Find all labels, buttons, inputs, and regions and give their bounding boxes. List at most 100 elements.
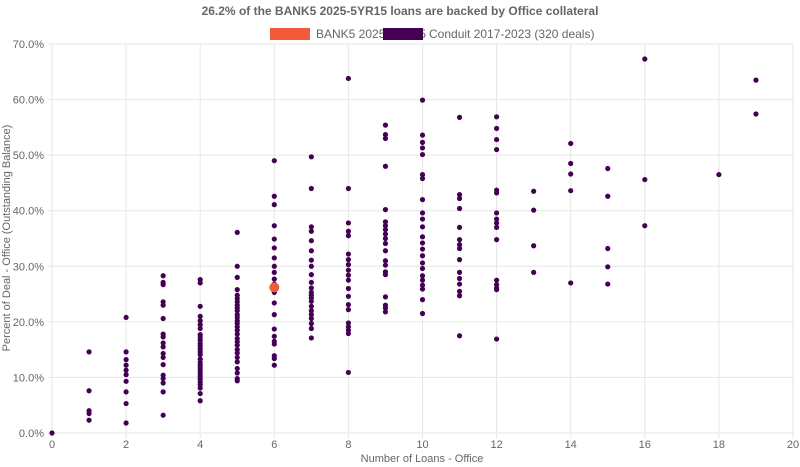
conduit-point[interactable] (345, 220, 351, 226)
conduit-point[interactable] (123, 372, 129, 378)
conduit-point[interactable] (308, 320, 314, 327)
conduit-point[interactable] (382, 248, 389, 254)
conduit-point[interactable] (456, 237, 463, 243)
conduit-point[interactable] (419, 210, 426, 216)
conduit-point[interactable] (123, 420, 129, 426)
conduit-point[interactable] (271, 312, 277, 318)
conduit-point[interactable] (308, 315, 314, 322)
conduit-point[interactable] (419, 151, 426, 158)
conduit-point[interactable] (197, 313, 203, 319)
conduit-point[interactable] (419, 171, 426, 178)
conduit-point[interactable] (494, 190, 500, 196)
conduit-point[interactable] (456, 293, 463, 299)
conduit-point[interactable] (456, 224, 463, 230)
conduit-point[interactable] (382, 135, 389, 142)
conduit-point[interactable] (308, 285, 314, 291)
conduit-point[interactable] (123, 362, 129, 368)
conduit-point[interactable] (271, 255, 277, 261)
conduit-point[interactable] (271, 300, 277, 306)
conduit-point[interactable] (234, 327, 240, 333)
conduit-point[interactable] (345, 75, 351, 82)
conduit-point[interactable] (382, 207, 389, 213)
conduit-point[interactable] (494, 125, 500, 132)
conduit-point[interactable] (271, 276, 277, 282)
conduit-point[interactable] (531, 243, 537, 249)
conduit-point[interactable] (456, 257, 463, 263)
conduit-point[interactable] (382, 309, 389, 315)
conduit-point[interactable] (123, 357, 129, 363)
conduit-point[interactable] (531, 207, 537, 213)
conduit-point[interactable] (419, 277, 426, 283)
conduit-point[interactable] (271, 355, 277, 362)
conduit-point[interactable] (419, 216, 426, 222)
conduit-point[interactable] (197, 303, 203, 309)
conduit-point[interactable] (382, 235, 389, 242)
conduit-point[interactable] (382, 227, 389, 233)
conduit-point[interactable] (345, 277, 351, 283)
conduit-point[interactable] (419, 260, 426, 266)
conduit-point[interactable] (345, 285, 351, 292)
conduit-point[interactable] (234, 370, 240, 376)
conduit-point[interactable] (531, 269, 537, 275)
conduit-point[interactable] (716, 171, 722, 178)
conduit-point[interactable] (271, 245, 277, 251)
conduit-point[interactable] (234, 378, 240, 384)
conduit-point[interactable] (345, 369, 351, 376)
conduit-point[interactable] (605, 165, 611, 172)
conduit-point[interactable] (494, 220, 500, 226)
conduit-point[interactable] (345, 307, 351, 313)
conduit-point[interactable] (494, 136, 500, 143)
conduit-point[interactable] (49, 430, 55, 436)
conduit-point[interactable] (308, 248, 314, 254)
conduit-point[interactable] (123, 389, 129, 395)
conduit-point[interactable] (197, 390, 203, 397)
conduit-point[interactable] (456, 191, 463, 198)
conduit-point[interactable] (605, 193, 611, 199)
conduit-point[interactable] (642, 223, 648, 229)
conduit-point[interactable] (234, 365, 240, 372)
conduit-point[interactable] (345, 272, 351, 278)
conduit-point[interactable] (419, 273, 426, 279)
conduit-point[interactable] (345, 267, 351, 273)
conduit-point[interactable] (308, 238, 314, 244)
conduit-point[interactable] (308, 263, 314, 269)
conduit-point[interactable] (123, 314, 129, 321)
conduit-point[interactable] (271, 326, 277, 332)
conduit-point[interactable] (568, 160, 574, 167)
conduit-point[interactable] (160, 350, 166, 357)
conduit-point[interactable] (494, 277, 500, 283)
conduit-point[interactable] (197, 398, 203, 404)
conduit-point[interactable] (456, 114, 463, 120)
conduit-point[interactable] (160, 389, 166, 395)
conduit-point[interactable] (271, 193, 277, 199)
conduit-point[interactable] (308, 154, 314, 160)
conduit-point[interactable] (234, 342, 240, 348)
conduit-point[interactable] (86, 417, 92, 423)
conduit-point[interactable] (382, 262, 389, 268)
conduit-point[interactable] (271, 333, 277, 339)
conduit-point[interactable] (456, 333, 463, 339)
conduit-point[interactable] (494, 210, 500, 216)
conduit-point[interactable] (86, 410, 92, 417)
conduit-point[interactable] (456, 242, 463, 248)
conduit-point[interactable] (419, 240, 426, 246)
conduit-point[interactable] (382, 272, 389, 278)
conduit-point[interactable] (382, 231, 389, 237)
conduit-point[interactable] (753, 111, 759, 117)
conduit-point[interactable] (382, 240, 389, 247)
conduit-point[interactable] (271, 341, 277, 347)
conduit-point[interactable] (419, 310, 426, 317)
conduit-point[interactable] (345, 251, 351, 257)
conduit-point[interactable] (345, 320, 351, 326)
conduit-point[interactable] (308, 272, 314, 278)
conduit-point[interactable] (197, 385, 203, 391)
conduit-point[interactable] (123, 400, 129, 407)
conduit-point[interactable] (345, 228, 351, 234)
conduit-point[interactable] (382, 163, 389, 169)
conduit-point[interactable] (419, 145, 426, 151)
conduit-point[interactable] (197, 280, 203, 286)
conduit-point[interactable] (308, 279, 314, 286)
conduit-point[interactable] (234, 331, 240, 337)
conduit-point[interactable] (308, 308, 314, 314)
conduit-point[interactable] (494, 224, 500, 230)
